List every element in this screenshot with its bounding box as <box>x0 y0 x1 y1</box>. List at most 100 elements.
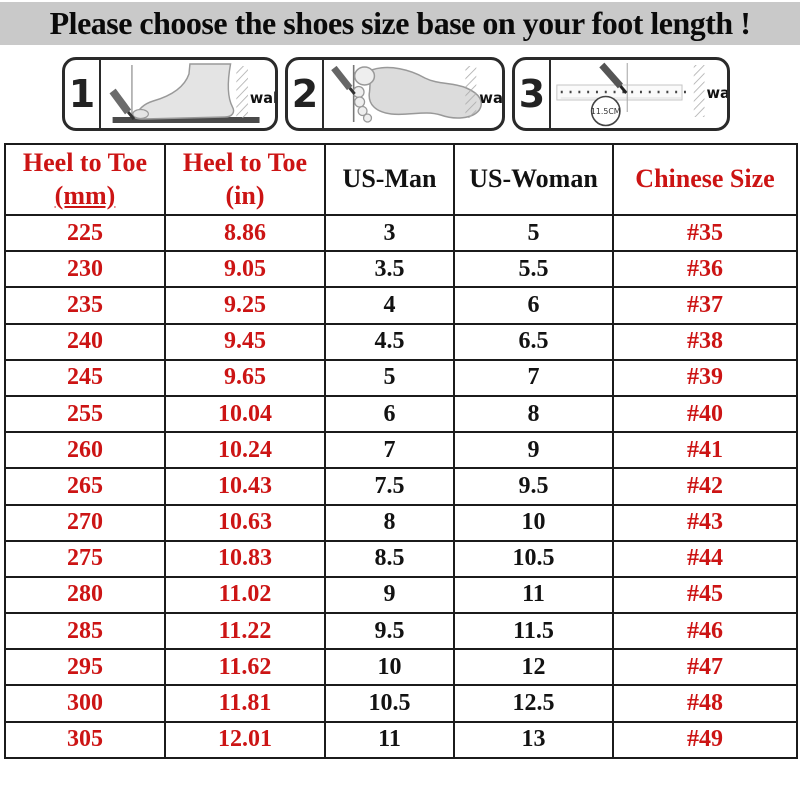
cell-us_man: 9.5 <box>324 612 455 651</box>
cell-in: 9.65 <box>164 358 326 397</box>
wall-label: wall <box>250 90 275 107</box>
cell-us_woman: 13 <box>453 720 614 759</box>
cell-mm: 230 <box>4 250 166 289</box>
cell-cn: #49 <box>612 720 798 759</box>
table-row: 295 11.62 10 12 #47 <box>4 648 798 687</box>
col-header-us-woman: US-Woman <box>453 143 614 216</box>
cell-us_woman: 11.5 <box>453 612 614 651</box>
table-row: 260 10.24 7 9 #41 <box>4 431 798 470</box>
cell-in: 11.62 <box>164 648 326 687</box>
cell-cn: #43 <box>612 503 798 542</box>
cell-us_woman: 7 <box>453 358 614 397</box>
table-row: 285 11.22 9.5 11.5 #46 <box>4 612 798 651</box>
footprint-icon: wall <box>324 60 502 128</box>
ruler-measure-icon: 11.5CM wall <box>551 60 727 128</box>
cell-us_woman: 5.5 <box>453 250 614 289</box>
step-3-panel: 3 11.5CM wall <box>512 57 730 131</box>
col-header-us-man: US-Man <box>324 143 455 216</box>
measurement-instructions: 1 wall 2 <box>62 57 730 131</box>
cell-us_man: 8.5 <box>324 539 455 578</box>
cell-cn: #42 <box>612 467 798 506</box>
cell-mm: 285 <box>4 612 166 651</box>
cell-mm: 265 <box>4 467 166 506</box>
cell-cn: #38 <box>612 322 798 361</box>
cell-mm: 225 <box>4 213 166 253</box>
table-row: 230 9.05 3.5 5.5 #36 <box>4 250 798 289</box>
cell-cn: #48 <box>612 684 798 723</box>
cell-in: 9.25 <box>164 286 326 325</box>
cell-cn: #36 <box>612 250 798 289</box>
cell-mm: 245 <box>4 358 166 397</box>
wall-label: wall <box>706 85 727 102</box>
measure-value-label: 11.5CM <box>591 107 621 116</box>
cell-mm: 255 <box>4 394 166 434</box>
size-table: Heel to Toe (mm) Heel to Toe (in) US-Man… <box>4 143 798 759</box>
cell-mm: 260 <box>4 431 166 470</box>
table-row: 265 10.43 7.5 9.5 #42 <box>4 467 798 506</box>
cell-cn: #39 <box>612 358 798 397</box>
table-row: 255 10.04 6 8 #40 <box>4 394 798 434</box>
cell-us_man: 10.5 <box>324 684 455 723</box>
cell-cn: #44 <box>612 539 798 578</box>
cell-us_woman: 6 <box>453 286 614 325</box>
cell-mm: 270 <box>4 503 166 542</box>
cell-in: 10.63 <box>164 503 326 542</box>
cell-in: 9.05 <box>164 250 326 289</box>
cell-cn: #41 <box>612 431 798 470</box>
cell-us_woman: 11 <box>453 575 614 615</box>
cell-in: 11.02 <box>164 575 326 615</box>
cell-us_man: 4.5 <box>324 322 455 361</box>
foot-side-view-icon: wall <box>101 60 275 128</box>
cell-in: 12.01 <box>164 720 326 759</box>
cell-cn: #35 <box>612 213 798 253</box>
col-header-heel-to-toe-in: Heel to Toe (in) <box>164 143 326 216</box>
table-header-row: Heel to Toe (mm) Heel to Toe (in) US-Man… <box>4 143 798 216</box>
cell-in: 11.22 <box>164 612 326 651</box>
cell-in: 8.86 <box>164 213 326 253</box>
col-header-chinese-size: Chinese Size <box>612 143 798 216</box>
cell-us_man: 3.5 <box>324 250 455 289</box>
step-2-number: 2 <box>288 60 324 128</box>
cell-mm: 235 <box>4 286 166 325</box>
cell-mm: 300 <box>4 684 166 723</box>
step-3-number: 3 <box>515 60 551 128</box>
cell-us_woman: 10 <box>453 503 614 542</box>
table-row: 300 11.81 10.5 12.5 #48 <box>4 684 798 723</box>
cell-in: 10.04 <box>164 394 326 434</box>
cell-cn: #47 <box>612 648 798 687</box>
cell-mm: 275 <box>4 539 166 578</box>
cell-us_man: 7 <box>324 431 455 470</box>
cell-us_woman: 12 <box>453 648 614 687</box>
cell-us_man: 11 <box>324 720 455 759</box>
table-row: 270 10.63 8 10 #43 <box>4 503 798 542</box>
cell-in: 10.43 <box>164 467 326 506</box>
cell-mm: 295 <box>4 648 166 687</box>
step-2-panel: 2 wall <box>285 57 505 131</box>
cell-in: 11.81 <box>164 684 326 723</box>
cell-us_man: 5 <box>324 358 455 397</box>
cell-us_woman: 8 <box>453 394 614 434</box>
cell-in: 10.24 <box>164 431 326 470</box>
cell-us_woman: 5 <box>453 213 614 253</box>
table-row: 245 9.65 5 7 #39 <box>4 358 798 397</box>
table-row: 225 8.86 3 5 #35 <box>4 213 798 253</box>
cell-us_woman: 9 <box>453 431 614 470</box>
cell-us_woman: 10.5 <box>453 539 614 578</box>
table-row: 235 9.25 4 6 #37 <box>4 286 798 325</box>
size-table-body: 225 8.86 3 5 #35 230 9.05 3.5 5.5 #36 235 9.25 4 6 #37… <box>4 213 798 759</box>
step-1-panel: 1 wall <box>62 57 278 131</box>
cell-us_woman: 9.5 <box>453 467 614 506</box>
cell-mm: 240 <box>4 322 166 361</box>
cell-cn: #37 <box>612 286 798 325</box>
cell-us_woman: 12.5 <box>453 684 614 723</box>
cell-us_man: 4 <box>324 286 455 325</box>
cell-us_man: 10 <box>324 648 455 687</box>
wall-label: wall <box>479 89 502 107</box>
cell-cn: #45 <box>612 575 798 615</box>
cell-us_man: 7.5 <box>324 467 455 506</box>
cell-us_man: 6 <box>324 394 455 434</box>
table-row: 240 9.45 4.5 6.5 #38 <box>4 322 798 361</box>
table-row: 275 10.83 8.5 10.5 #44 <box>4 539 798 578</box>
col-header-heel-to-toe-mm: Heel to Toe (mm) <box>4 143 166 216</box>
page-title-text: Please choose the shoes size base on you… <box>49 5 751 41</box>
